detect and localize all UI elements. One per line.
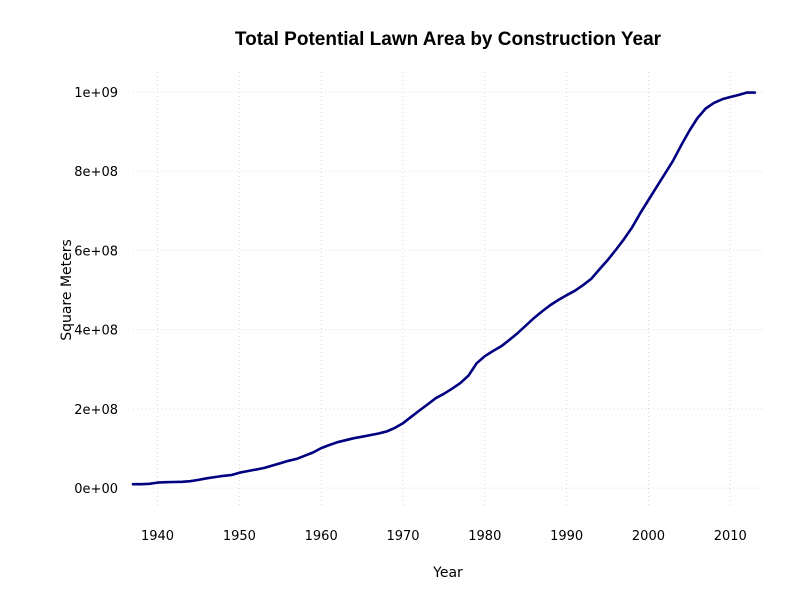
x-axis-label: Year [432,565,463,581]
x-tick-label: 1970 [386,529,419,544]
y-tick-label: 6e+08 [74,244,118,259]
y-axis-ticks: 0e+00 2e+08 4e+08 6e+08 8e+08 1e+09 [74,86,118,497]
series-line [131,91,757,486]
series-layer [131,91,757,486]
chart-title: Total Potential Lawn Area by Constructio… [235,29,662,50]
y-axis-label: Square Meters [59,239,75,341]
y-tick-label: 1e+09 [74,86,118,101]
x-tick-label: 1980 [468,529,501,544]
x-axis-ticks: 1940 1950 1960 1970 1980 1990 2000 2010 [141,529,747,544]
x-tick-label: 1960 [305,529,338,544]
x-tick-label: 1940 [141,529,174,544]
x-tick-label: 2000 [632,529,665,544]
x-tick-label: 2010 [714,529,747,544]
y-tick-label: 4e+08 [74,324,118,339]
x-tick-label: 1950 [223,529,256,544]
x-tick-label: 1990 [550,529,583,544]
y-tick-label: 0e+00 [74,482,118,497]
y-tick-label: 8e+08 [74,165,118,180]
y-tick-label: 2e+08 [74,403,118,418]
gridlines [133,72,763,508]
